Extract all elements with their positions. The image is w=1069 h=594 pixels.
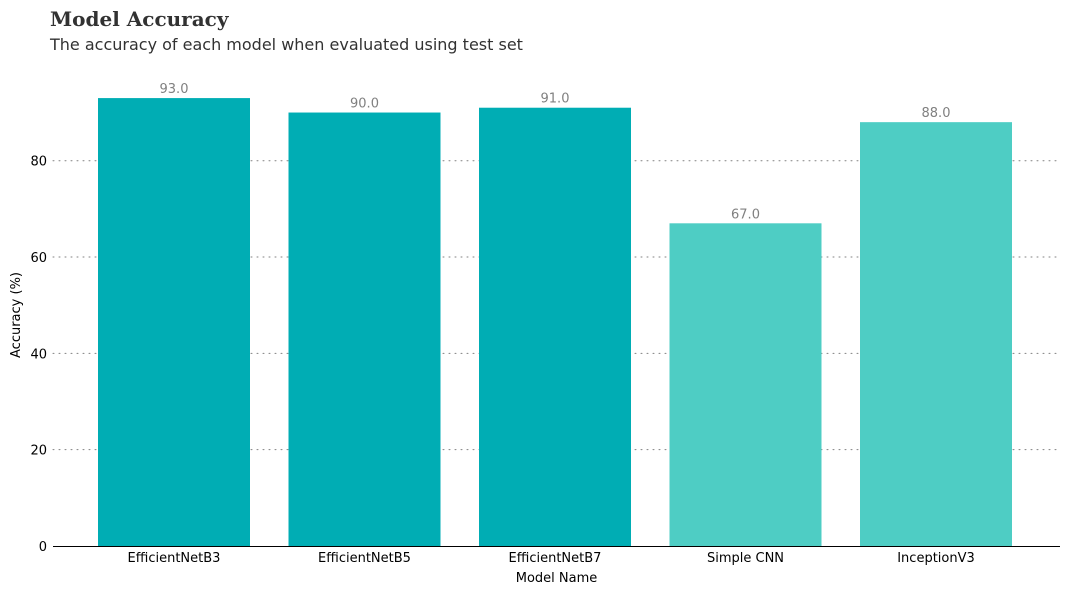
bar <box>479 107 631 546</box>
x-tick-label: InceptionV3 <box>897 551 975 566</box>
bar-value-label: 93.0 <box>160 82 189 97</box>
y-tick-labels: 0 20 40 60 80 <box>30 155 47 555</box>
bar <box>669 223 822 546</box>
y-tick-label: 60 <box>30 251 47 266</box>
bars <box>98 98 1012 546</box>
bar-value-label: 90.0 <box>350 97 379 112</box>
y-tick-label: 0 <box>39 540 47 555</box>
x-tick-label: EfficientNetB7 <box>509 551 602 566</box>
x-tick-labels: EfficientNetB3 EfficientNetB5 EfficientNet… <box>128 551 975 566</box>
bar <box>288 112 441 546</box>
chart-subtitle: The accuracy of each model when evaluate… <box>50 35 523 54</box>
y-tick-label: 40 <box>30 347 47 362</box>
bar-value-label: 67.0 <box>731 207 760 222</box>
bar <box>860 122 1012 546</box>
bar-value-label: 91.0 <box>541 92 570 107</box>
bar <box>98 98 250 546</box>
bar-value-label: 88.0 <box>922 106 951 121</box>
chart-title: Model Accuracy <box>50 7 229 31</box>
x-tick-label: EfficientNetB5 <box>318 551 411 566</box>
y-axis-label: Accuracy (%) <box>9 272 24 358</box>
x-axis-label: Model Name <box>516 571 598 586</box>
y-tick-label: 20 <box>30 444 47 459</box>
data-labels: 93.0 90.0 91.0 67.0 88.0 <box>160 82 951 222</box>
y-tick-label: 80 <box>30 155 47 170</box>
x-tick-label: EfficientNetB3 <box>128 551 221 566</box>
x-tick-label: Simple CNN <box>707 551 784 566</box>
